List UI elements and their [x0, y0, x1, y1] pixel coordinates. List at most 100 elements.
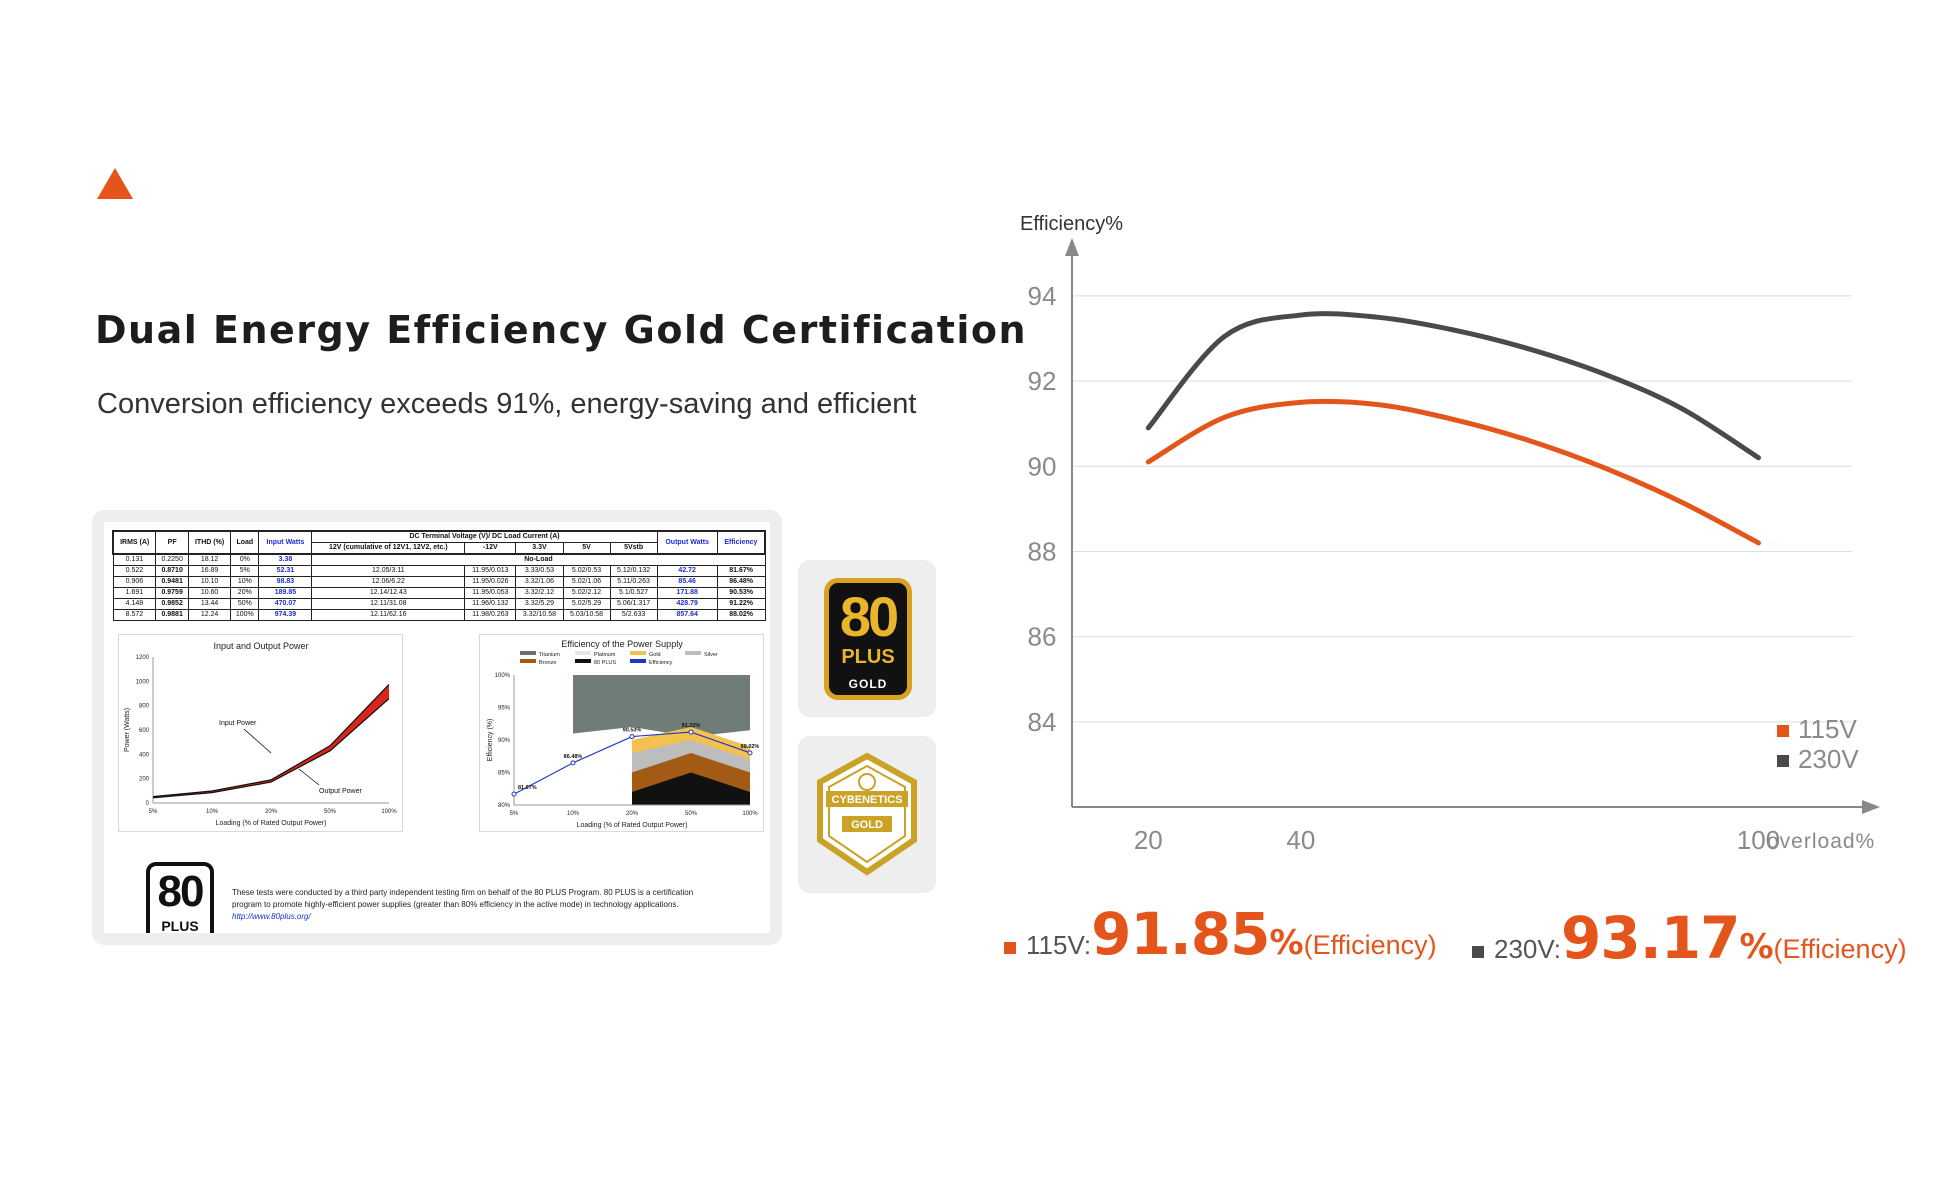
cell: 4.148: [112, 598, 157, 610]
tick-label: 100%: [742, 811, 758, 817]
y-tick-label: 84: [1028, 707, 1057, 737]
readout-230v-percent: %: [1739, 927, 1774, 967]
readout-230v: 230V:93.17%(Efficiency): [1472, 904, 1907, 972]
tick-label: 50%: [324, 809, 337, 815]
cell: 857.64: [656, 609, 718, 621]
readout-115v-note: (Efficiency): [1303, 930, 1437, 960]
legend-label: Efficiency: [649, 660, 673, 666]
table-row: 0.522 0.8710 16.89 5% 52.31 12.05/3.11 11.95/0…: [112, 565, 766, 577]
tick-label: 1200: [136, 655, 150, 661]
cell: 11.95/0.013: [464, 565, 517, 577]
disclaimer-text: These tests were conducted by a third pa…: [232, 888, 694, 909]
efficiency-point: [629, 734, 635, 740]
th-irms: IRMS (A): [112, 530, 157, 555]
cell: 0.8710: [155, 565, 189, 577]
input-power-annotation: Input Power: [219, 720, 257, 727]
cell: 428.79: [656, 598, 718, 610]
th-5v: 5V: [562, 542, 611, 555]
cell: 10%: [230, 576, 260, 588]
cell: 81.67%: [716, 565, 766, 577]
tick-label: 0: [146, 801, 150, 807]
annotation-arrow: [243, 728, 272, 754]
power-mini-chart: Input and Output Power 1200 1000 800 600 400 2…: [118, 634, 403, 832]
tick-label: 400: [139, 752, 150, 758]
efficiency-point-label: 81.67%: [518, 785, 537, 791]
x-axis-label: overload%: [1767, 830, 1875, 853]
cell: 10.60: [187, 587, 232, 599]
cell: 90.53%: [716, 587, 766, 599]
gold-logo-word: PLUS: [841, 646, 895, 668]
cell: 11.95/0.026: [464, 576, 517, 588]
tick-label: 100%: [381, 809, 397, 815]
cell: 88.02%: [716, 609, 766, 621]
cell: 12.24: [187, 609, 232, 621]
cybenetics-tier: GOLD: [851, 819, 883, 831]
cell: 3.32/5.29: [515, 598, 564, 610]
table-row: 8.572 0.9881 12.24 100% 974.39 12.11/62.16 11.…: [112, 609, 766, 621]
x-tick-label: 40: [1286, 825, 1315, 855]
80plus-logo-number: 80: [157, 867, 205, 916]
cell: 12.06/6.22: [311, 576, 466, 588]
legend-swatch: [685, 651, 701, 655]
cell: 10.10: [187, 576, 232, 588]
cell: 91.22%: [716, 598, 766, 610]
80plus-gold-badge-card: 80 PLUS GOLD: [798, 560, 936, 717]
disclaimer-link[interactable]: http://www.80plus.org/: [232, 912, 311, 921]
cell: 470.07: [258, 598, 313, 610]
power-chart-title: Input and Output Power: [213, 641, 308, 651]
tick-label: 20%: [265, 809, 278, 815]
annotation-arrow: [298, 768, 320, 786]
triangle-icon: [97, 168, 133, 199]
y-tick-label: 90: [1028, 451, 1057, 481]
tick-label: 800: [139, 704, 150, 710]
tick-label: 80%: [498, 803, 511, 809]
cell: 0%: [230, 553, 260, 566]
x-tick-label: 100: [1737, 825, 1780, 855]
th-ithd: ITHD (%): [187, 530, 232, 555]
readout-115v-percent: %: [1269, 923, 1304, 963]
cell: 3.32/1.06: [515, 576, 564, 588]
tick-label: 20%: [626, 811, 639, 817]
th-load: Load: [230, 530, 260, 555]
cell: 12.11/62.16: [311, 609, 466, 621]
cell: 0.9481: [155, 576, 189, 588]
square-icon: [1004, 942, 1016, 954]
cell: 98.83: [258, 576, 313, 588]
cell: 8.572: [112, 609, 157, 621]
disclaimer: These tests were conducted by a third pa…: [232, 887, 702, 923]
legend-label: Gold: [649, 652, 661, 658]
tick-label: 200: [139, 777, 150, 783]
cell: 85.46: [656, 576, 718, 588]
eff-chart-xlabel: Loading (% of Rated Output Power): [577, 822, 688, 829]
test-report: IRMS (A) PF ITHD (%) Load Input Watts DC…: [104, 522, 770, 933]
efficiency-point: [511, 791, 517, 797]
80plus-logo: 80 PLUS: [146, 862, 214, 933]
power-loss-band: [153, 684, 389, 798]
efficiency-point-label: 90.53%: [623, 728, 642, 734]
efficiency-point-label: 88.02%: [741, 744, 760, 750]
cell: 171.88: [656, 587, 718, 599]
cell: 5%: [230, 565, 260, 577]
legend-label: 80 PLUS: [594, 660, 616, 666]
cell: 0.2250: [155, 553, 189, 566]
readout-230v-note: (Efficiency): [1773, 934, 1907, 964]
power-mini-chart-svg: Input and Output Power 1200 1000 800 600 400 2…: [124, 641, 397, 827]
cell: 3.33/0.53: [515, 565, 564, 577]
cell: 5.02/5.29: [562, 598, 611, 610]
cybenetics-gold-badge-card: CYBENETICS GOLD: [798, 736, 936, 893]
th-input-watts: Input Watts: [258, 530, 313, 555]
y-tick-label: 88: [1028, 536, 1057, 566]
cell: 42.72: [656, 565, 718, 577]
cell: 0.522: [112, 565, 157, 577]
tick-label: 10%: [567, 811, 580, 817]
cell: 5/2.633: [609, 609, 658, 621]
x-tick-label: 20: [1134, 825, 1163, 855]
power-chart-ylabel: Power (Watts): [124, 708, 131, 752]
power-chart-xlabel: Loading (% of Rated Output Power): [216, 820, 327, 827]
th-5vstb: 5Vstb: [609, 542, 658, 555]
efficiency-point: [688, 729, 694, 735]
cell: 0.9759: [155, 587, 189, 599]
cell: 3.32/10.58: [515, 609, 564, 621]
cell: 16.89: [187, 565, 232, 577]
